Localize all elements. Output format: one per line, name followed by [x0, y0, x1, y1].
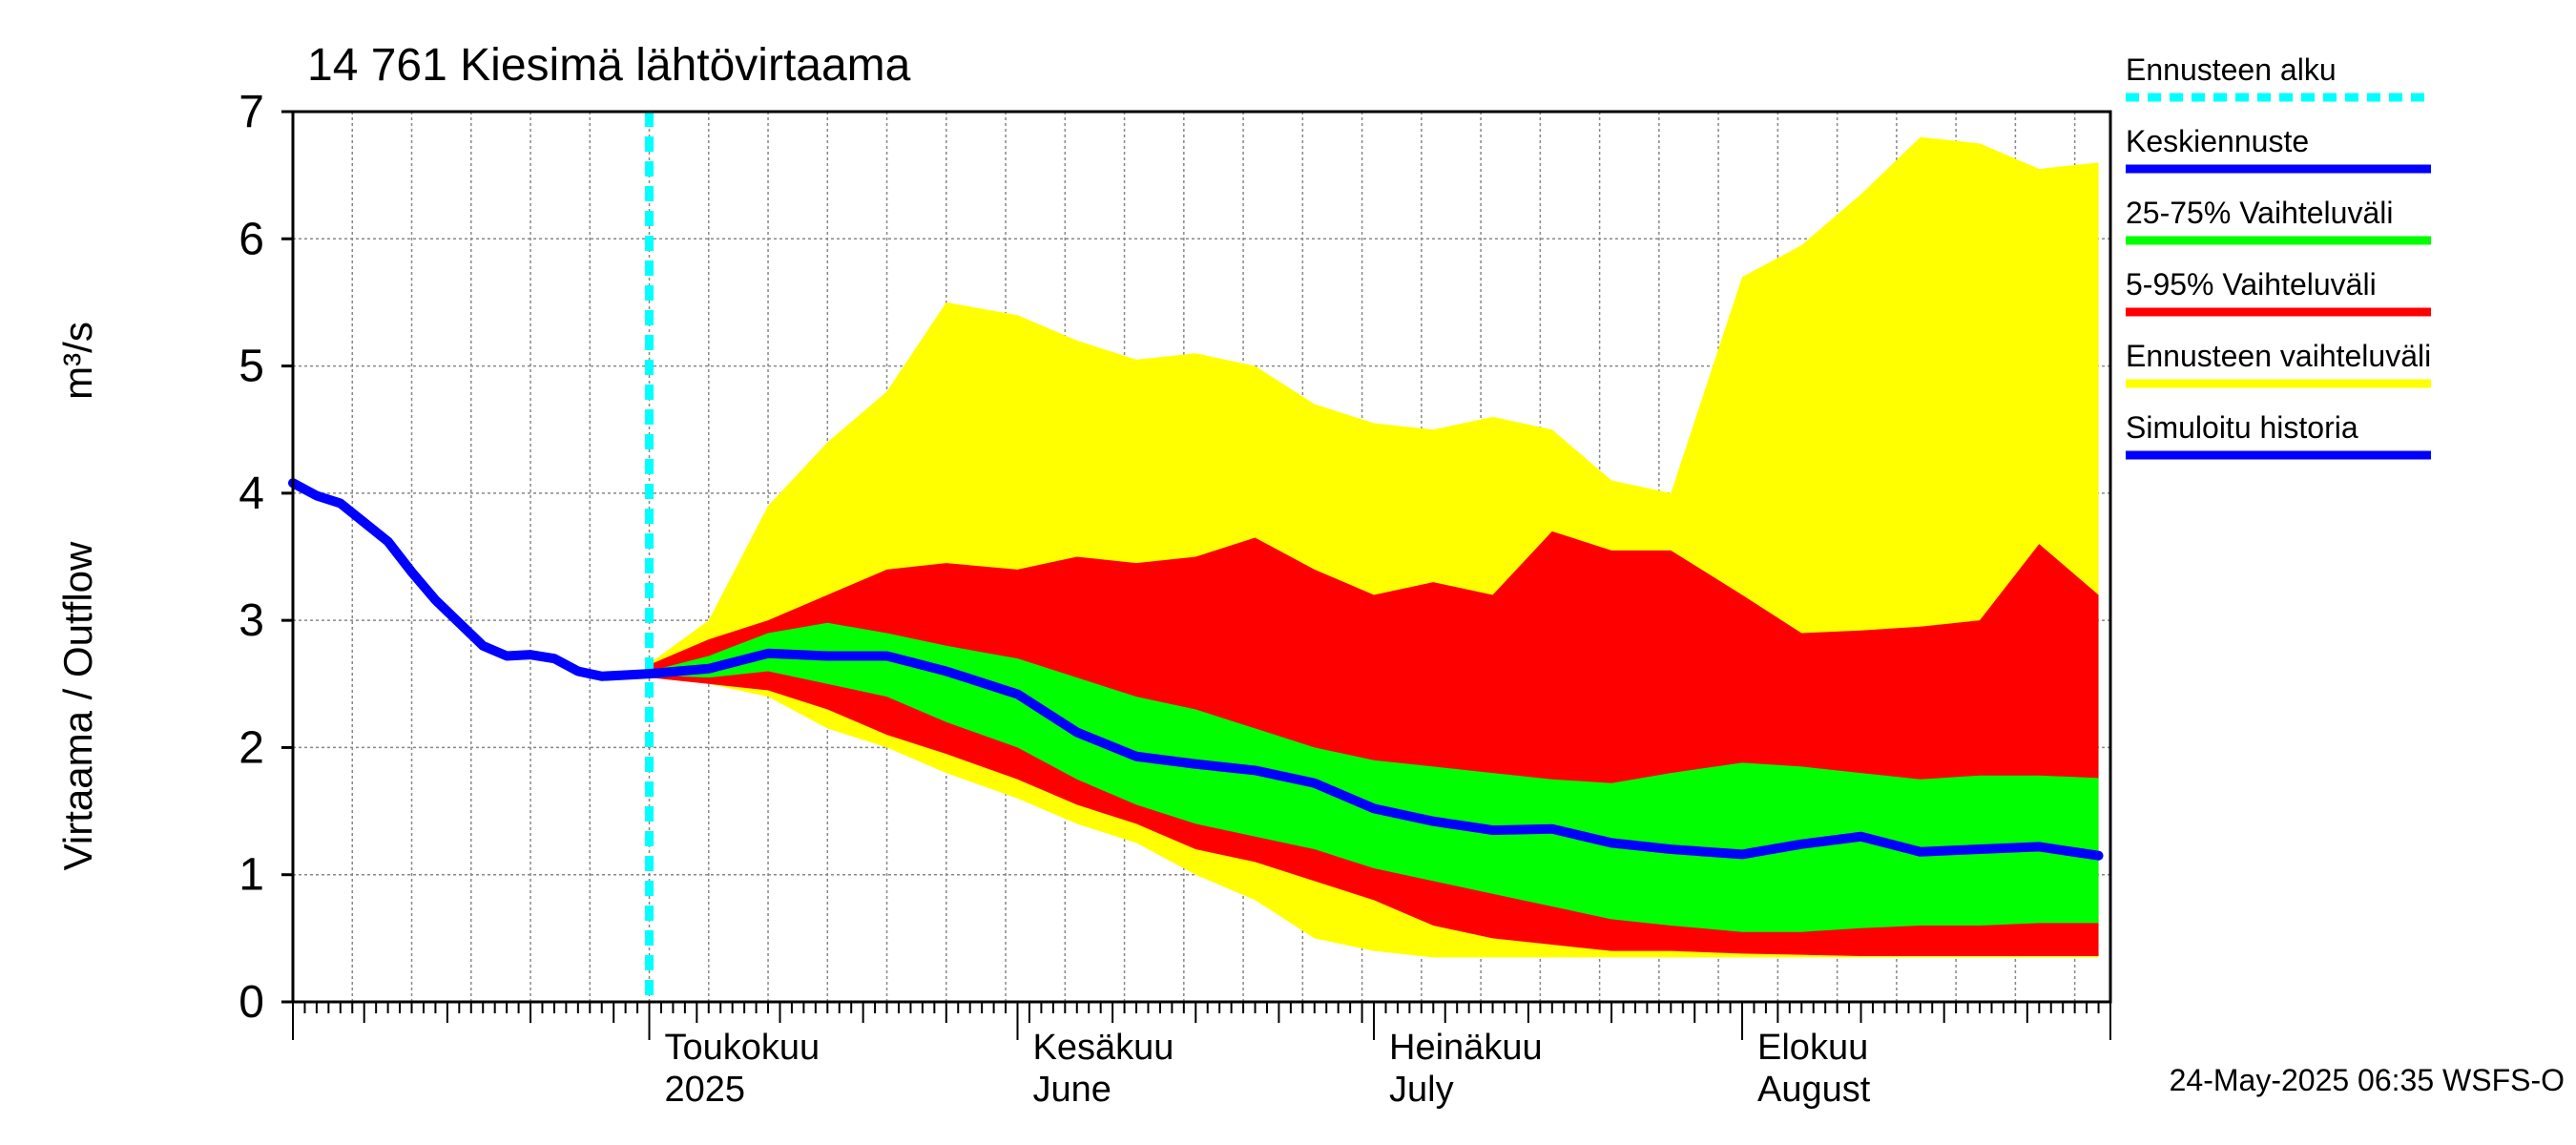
x-year-label: 2025 [665, 1070, 746, 1110]
x-month-label: Heinäkuu [1389, 1028, 1543, 1068]
y-tick-label: 7 [239, 87, 264, 137]
median-line [644, 648, 2104, 861]
legend-label: Ennusteen vaihteluväli [2126, 339, 2431, 373]
x-year-label: June [1033, 1070, 1111, 1110]
legend-label: Keskiennuste [2126, 124, 2309, 158]
y-axis-label: Virtaama / Outflow [55, 541, 100, 870]
forecast-lines [288, 112, 2104, 1002]
y-tick-label: 5 [239, 342, 264, 392]
history-line [288, 478, 654, 681]
x-month-label: Kesäkuu [1033, 1028, 1174, 1068]
timestamp: 24-May-2025 06:35 WSFS-O [2170, 1063, 2565, 1097]
forecast-bands [649, 136, 2099, 958]
y-tick-label: 6 [239, 214, 264, 264]
y-axis-unit: m³/s [55, 322, 100, 400]
y-tick-label: 0 [239, 977, 264, 1028]
chart-title: 14 761 Kiesimä lähtövirtaama [307, 40, 911, 91]
x-year-label: August [1757, 1070, 1871, 1110]
y-tick-label: 1 [239, 850, 264, 901]
plot-frame [291, 110, 2112, 1004]
x-month-label: Elokuu [1757, 1028, 1868, 1068]
legend: Ennusteen alku Keskiennuste 25-75% Vaihtel… [2126, 52, 2431, 460]
x-month-label: Toukokuu [665, 1028, 821, 1068]
y-tick-label: 2 [239, 722, 264, 773]
legend-label: 5-95% Vaihteluväli [2126, 267, 2377, 302]
legend-label: Ennusteen alku [2126, 52, 2337, 87]
x-year-label: July [1389, 1070, 1454, 1110]
legend-label: 25-75% Vaihteluväli [2126, 196, 2393, 230]
y-tick-label: 4 [239, 468, 264, 519]
legend-label: Simuloitu historia [2126, 410, 2358, 445]
y-tick-label: 3 [239, 595, 264, 646]
